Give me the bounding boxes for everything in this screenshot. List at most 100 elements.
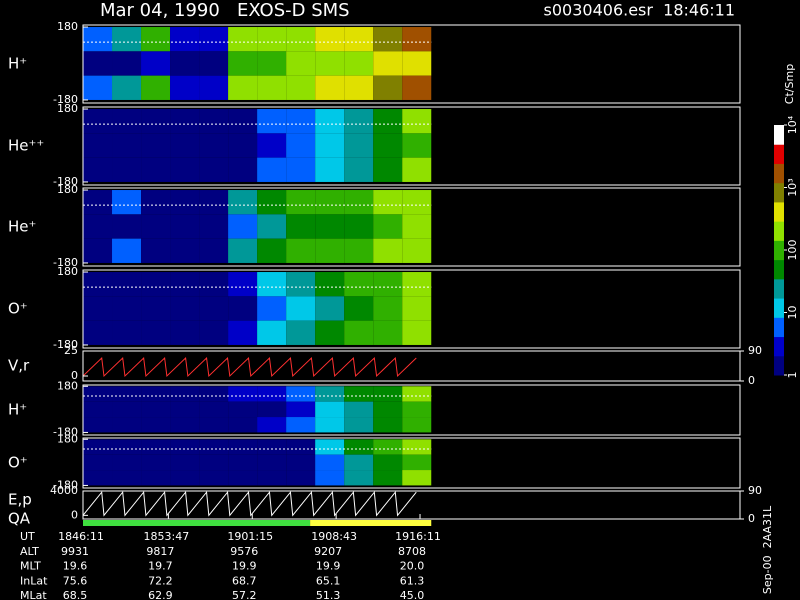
panel-label: H⁺ xyxy=(8,401,27,419)
heat-cell xyxy=(141,401,171,418)
heat-cell xyxy=(402,401,432,418)
heat-cell xyxy=(286,470,316,486)
heat-cell xyxy=(83,439,113,455)
y-tick-label: 180 xyxy=(57,20,78,33)
heat-cell xyxy=(112,454,142,471)
heat-cell xyxy=(141,109,171,134)
heat-cell xyxy=(344,439,374,455)
heat-cell xyxy=(257,272,287,297)
heat-cell xyxy=(315,320,345,345)
heat-cell xyxy=(83,27,113,52)
heat-cell xyxy=(286,272,316,297)
ephemeris-value: 9207 xyxy=(314,545,342,558)
heat-cell xyxy=(112,157,142,182)
y2-tick-label: 90 xyxy=(748,484,762,497)
y-tick-label: -180 xyxy=(53,425,78,438)
panel-label: H⁺ xyxy=(8,55,27,73)
heat-cell xyxy=(315,454,345,471)
heat-cell xyxy=(141,51,171,76)
colorbar-tick-label: 100 xyxy=(786,240,799,261)
heat-cell xyxy=(228,439,258,455)
heat-cell xyxy=(83,470,113,486)
heat-cell xyxy=(170,214,200,239)
heat-cell xyxy=(402,190,432,215)
heat-cell xyxy=(228,401,258,418)
qa-segment xyxy=(310,520,432,526)
heat-cell xyxy=(373,214,403,239)
heat-cell xyxy=(199,133,229,158)
y-tick-label: 180 xyxy=(57,183,78,196)
heat-cell xyxy=(257,439,287,455)
heat-cell xyxy=(83,386,113,402)
heat-cell xyxy=(344,454,374,471)
heat-cell xyxy=(141,238,171,263)
ephemeris-value: 19.7 xyxy=(148,560,173,573)
heat-cell xyxy=(315,296,345,321)
heat-cell xyxy=(112,190,142,215)
heat-cell xyxy=(112,109,142,134)
colorbar-segment xyxy=(774,163,784,184)
heat-cell xyxy=(402,296,432,321)
heat-cell xyxy=(257,190,287,215)
y-tick-label: 180 xyxy=(57,432,78,445)
heat-cell xyxy=(373,386,403,402)
heat-cell xyxy=(344,190,374,215)
heat-cell xyxy=(228,27,258,52)
y-tick-label: -180 xyxy=(53,338,78,351)
chart-title: Mar 04, 1990 EXOS-D SMS xyxy=(100,0,350,21)
heat-cell xyxy=(199,51,229,76)
heat-cell xyxy=(141,157,171,182)
heat-cell xyxy=(141,133,171,158)
heat-cell xyxy=(315,238,345,263)
heat-cell xyxy=(199,296,229,321)
ephemeris-value: 9817 xyxy=(146,545,174,558)
colorbar-segment xyxy=(774,278,784,299)
heat-cell xyxy=(112,75,142,100)
panel-label: O⁺ xyxy=(8,454,28,472)
panel-frame xyxy=(82,269,741,349)
heat-cell xyxy=(402,272,432,297)
colorbar-segment xyxy=(774,144,784,164)
heat-cell xyxy=(315,470,345,486)
heat-cell xyxy=(344,401,374,418)
heat-cell xyxy=(286,386,316,402)
heat-cell xyxy=(112,470,142,486)
heat-cell xyxy=(141,27,171,52)
heat-cell xyxy=(344,386,374,402)
heat-cell xyxy=(141,190,171,215)
heat-cell xyxy=(199,214,229,239)
heat-cell xyxy=(199,75,229,100)
heat-cell xyxy=(257,133,287,158)
heat-cell xyxy=(83,109,113,134)
heat-cell xyxy=(199,439,229,455)
heat-cell xyxy=(402,320,432,345)
heat-cell xyxy=(286,109,316,134)
heat-cell xyxy=(83,454,113,471)
heat-cell xyxy=(373,51,403,76)
colorbar-title: Ct/Smp xyxy=(783,64,796,104)
heat-cell xyxy=(199,190,229,215)
qa-label: QA xyxy=(8,510,31,528)
ephemeris-value: 51.3 xyxy=(316,589,341,600)
heat-cell xyxy=(402,75,432,100)
colorbar-segment xyxy=(774,317,784,338)
heat-cell xyxy=(228,320,258,345)
panel-frame xyxy=(82,24,741,104)
heat-cell xyxy=(315,51,345,76)
colorbar-segment xyxy=(774,201,784,222)
heat-cell xyxy=(286,157,316,182)
y-tick-label: 180 xyxy=(57,102,78,115)
heat-cell xyxy=(286,401,316,418)
heat-cell xyxy=(315,386,345,402)
heat-cell xyxy=(315,401,345,418)
colorbar-segment xyxy=(774,298,784,318)
heat-cell xyxy=(257,417,287,433)
heat-cell xyxy=(402,51,432,76)
heat-cell xyxy=(373,296,403,321)
heat-cell xyxy=(257,51,287,76)
heat-cell xyxy=(257,470,287,486)
heat-cell xyxy=(141,214,171,239)
heat-cell xyxy=(112,439,142,455)
ephemeris-label: MLT xyxy=(20,560,41,573)
